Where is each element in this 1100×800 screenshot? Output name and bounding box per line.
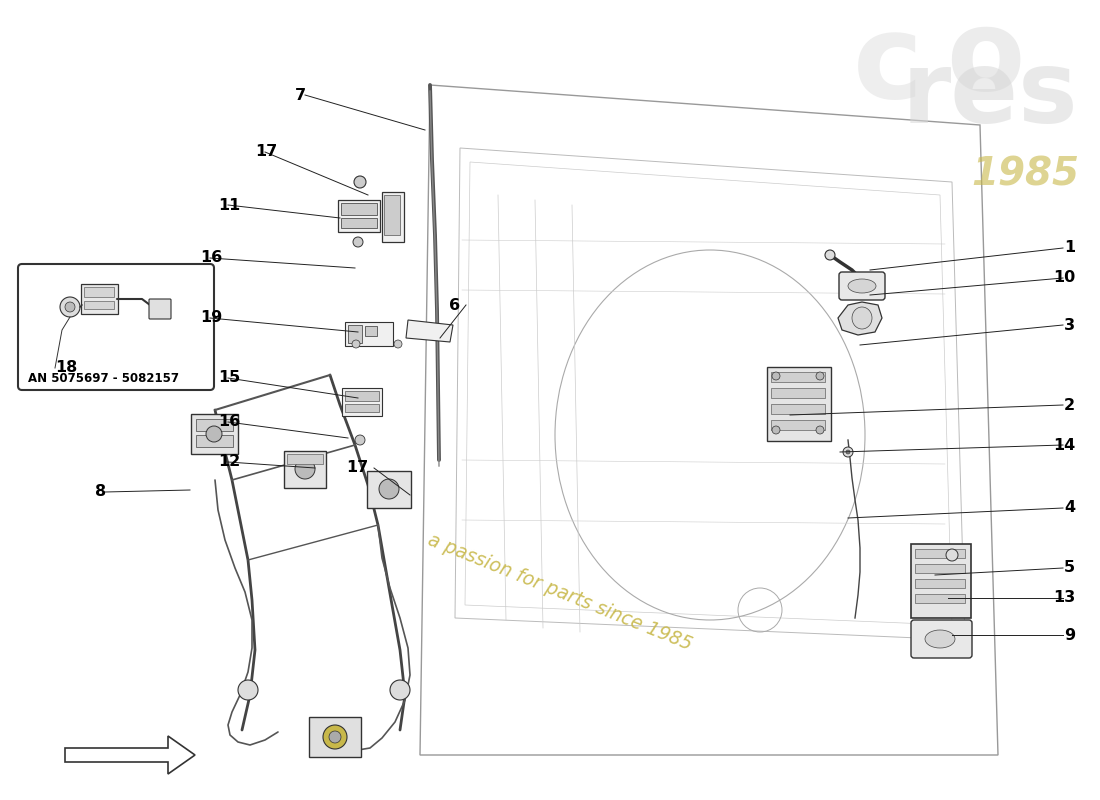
Circle shape [825,250,835,260]
Polygon shape [406,320,453,342]
Bar [84,287,114,297]
Circle shape [816,372,824,380]
Bar [771,420,825,430]
Text: 2: 2 [1064,398,1075,413]
Circle shape [946,549,958,561]
Text: 17: 17 [255,145,277,159]
Circle shape [60,297,80,317]
Text: 18: 18 [55,361,77,375]
Text: 15: 15 [218,370,240,386]
Text: 16: 16 [200,250,222,266]
Circle shape [355,435,365,445]
Circle shape [353,237,363,247]
Circle shape [206,426,222,442]
Bar [341,218,377,228]
Text: 6: 6 [449,298,460,313]
Bar [196,419,233,431]
Text: 3: 3 [1064,318,1075,333]
Text: 13: 13 [1053,590,1075,606]
Circle shape [394,340,402,348]
Text: 9: 9 [1064,627,1075,642]
FancyBboxPatch shape [284,451,326,488]
Bar [915,549,965,558]
Text: 7: 7 [295,87,306,102]
Text: 8: 8 [95,485,106,499]
FancyBboxPatch shape [342,388,382,416]
FancyBboxPatch shape [911,544,971,618]
Circle shape [295,459,315,479]
FancyBboxPatch shape [191,414,238,454]
Polygon shape [838,302,882,335]
Text: 12: 12 [218,454,240,470]
FancyBboxPatch shape [309,717,361,757]
Circle shape [238,680,258,700]
Bar [341,203,377,215]
Ellipse shape [925,630,955,648]
FancyBboxPatch shape [338,200,379,232]
Bar [84,301,114,309]
Text: 10: 10 [1053,270,1075,286]
Text: 17: 17 [345,461,368,475]
FancyBboxPatch shape [382,192,404,242]
Bar [348,325,362,343]
Text: 1: 1 [1064,241,1075,255]
FancyBboxPatch shape [81,284,118,314]
Text: 19: 19 [200,310,222,326]
Bar [771,372,825,382]
Text: 11: 11 [218,198,240,213]
Circle shape [772,426,780,434]
Text: res: res [901,46,1078,143]
Text: c: c [852,7,923,122]
Polygon shape [65,736,195,774]
Text: 4: 4 [1064,501,1075,515]
Bar [287,454,323,464]
Circle shape [65,302,75,312]
Circle shape [772,372,780,380]
Text: a passion for parts since 1985: a passion for parts since 1985 [425,530,695,654]
FancyBboxPatch shape [345,322,393,346]
Bar [915,594,965,603]
Circle shape [329,731,341,743]
FancyBboxPatch shape [148,299,170,319]
Bar [915,579,965,588]
Bar [365,326,377,336]
Bar [771,404,825,414]
FancyBboxPatch shape [911,620,972,658]
FancyBboxPatch shape [767,367,830,441]
Circle shape [390,680,410,700]
Bar [384,195,400,235]
Bar [196,435,233,447]
Ellipse shape [848,279,876,293]
Circle shape [323,725,346,749]
Circle shape [843,447,852,457]
Circle shape [816,426,824,434]
Text: 1985: 1985 [971,156,1079,194]
Text: AN 5075697 - 5082157: AN 5075697 - 5082157 [28,371,179,385]
Ellipse shape [852,307,872,329]
Circle shape [354,176,366,188]
FancyBboxPatch shape [18,264,214,390]
Circle shape [379,479,399,499]
Bar [345,391,379,401]
Bar [915,564,965,573]
Text: o: o [946,2,1024,114]
Text: 5: 5 [1064,561,1075,575]
Bar [771,388,825,398]
Text: 16: 16 [218,414,240,430]
Text: 14: 14 [1053,438,1075,453]
FancyBboxPatch shape [839,272,886,300]
Circle shape [352,340,360,348]
Bar [345,404,379,412]
Circle shape [846,450,850,454]
FancyBboxPatch shape [367,471,411,508]
